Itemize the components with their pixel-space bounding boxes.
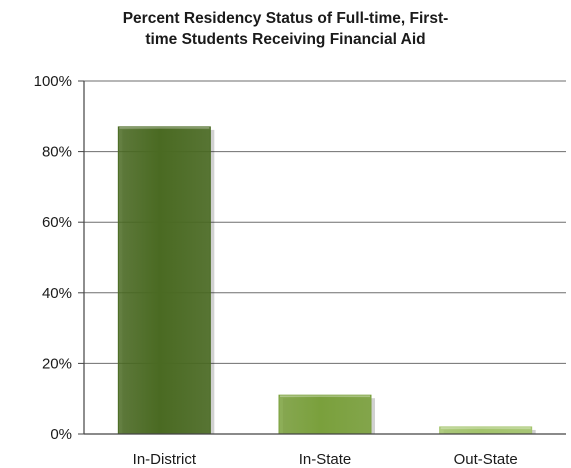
y-tick-label: 60% <box>42 214 72 231</box>
y-tick-label: 40% <box>42 285 72 302</box>
bar-in-district <box>117 126 211 435</box>
x-tick-label: In-State <box>299 451 352 468</box>
y-tick-label: 0% <box>50 426 72 443</box>
chart-title: Percent Residency Status of Full-time, F… <box>0 8 571 50</box>
y-tick-label: 80% <box>42 144 72 161</box>
x-tick-label: Out-State <box>454 451 518 468</box>
y-tick-label: 100% <box>34 73 72 90</box>
bar-in-state <box>278 394 372 435</box>
chart-title-line-2: time Students Receiving Financial Aid <box>145 31 426 48</box>
chart-title-line-1: Percent Residency Status of Full-time, F… <box>122 10 449 27</box>
y-tick-label: 20% <box>42 355 72 372</box>
x-tick-label: In-District <box>133 451 197 468</box>
